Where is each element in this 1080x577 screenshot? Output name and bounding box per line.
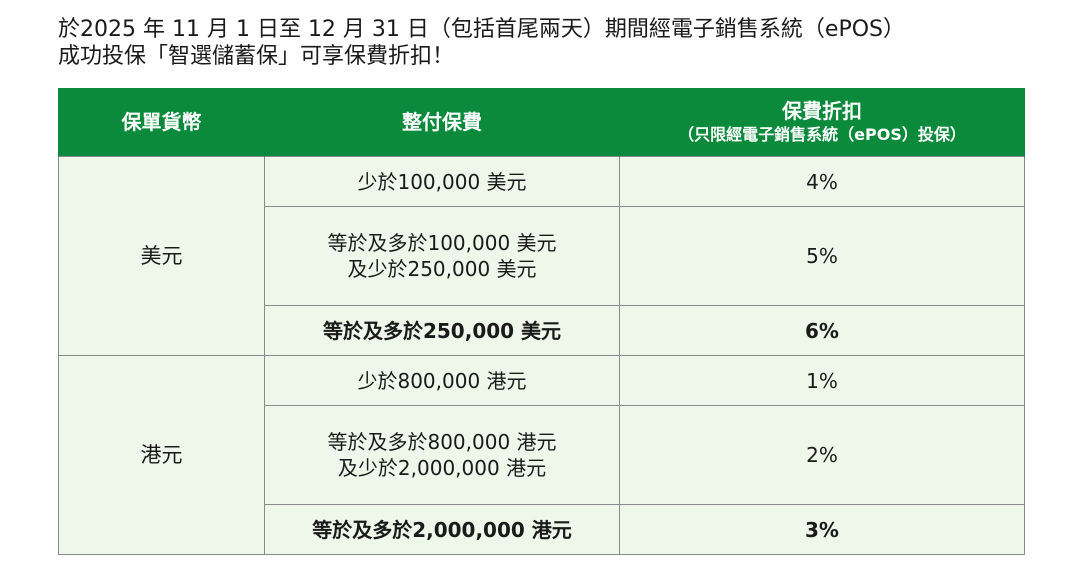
intro-line-2: 成功投保「智選儲蓄保」可享保費折扣！ <box>58 44 455 69</box>
premium-cell: 少於800,000 港元 <box>264 355 620 406</box>
premium-discount-table: 保單貨幣 整付保費 保費折扣 （只限經電子銷售系統（ePOS）投保） 美元 少於… <box>58 88 1025 555</box>
currency-cell-hkd: 港元 <box>58 355 265 555</box>
discount-cell: 6% <box>619 305 1025 356</box>
intro-line-1: 於2025 年 11 月 1 日至 12 月 31 日（包括首尾兩天）期間經電子… <box>58 17 905 42</box>
header-discount-sub: （只限經電子銷售系統（ePOS）投保） <box>678 125 966 144</box>
discount-cell: 3% <box>619 504 1025 555</box>
discount-cell: 4% <box>619 156 1025 207</box>
currency-cell-usd: 美元 <box>58 156 265 356</box>
header-discount-main: 保費折扣 <box>782 99 862 123</box>
premium-cell: 等於及多於2,000,000 港元 <box>264 504 620 555</box>
table-row: 美元 少於100,000 美元 4% <box>58 156 1025 356</box>
header-currency: 保單貨幣 <box>58 88 265 157</box>
premium-cell: 等於及多於100,000 美元 及少於250,000 美元 <box>264 206 620 306</box>
premium-cell: 少於100,000 美元 <box>264 156 620 207</box>
intro-text: 於2025 年 11 月 1 日至 12 月 31 日（包括首尾兩天）期間經電子… <box>58 16 1038 70</box>
table-row: 等於及多於100,000 美元 及少於250,000 美元 5% <box>59 206 1025 306</box>
header-premium: 整付保費 <box>264 88 620 157</box>
table-row: 等於及多於800,000 港元 及少於2,000,000 港元 2% <box>59 405 1025 505</box>
table-row: 港元 少於800,000 港元 1% <box>58 355 1025 555</box>
discount-cell: 1% <box>619 355 1025 406</box>
table-header-row: 保單貨幣 整付保費 保費折扣 （只限經電子銷售系統（ePOS）投保） <box>58 88 1025 157</box>
discount-cell: 2% <box>619 405 1025 505</box>
table-row: 等於及多於2,000,000 港元 3% <box>59 504 1025 555</box>
header-discount: 保費折扣 （只限經電子銷售系統（ePOS）投保） <box>619 88 1025 157</box>
discount-cell: 5% <box>619 206 1025 306</box>
premium-cell: 等於及多於250,000 美元 <box>264 305 620 356</box>
premium-cell: 等於及多於800,000 港元 及少於2,000,000 港元 <box>264 405 620 505</box>
